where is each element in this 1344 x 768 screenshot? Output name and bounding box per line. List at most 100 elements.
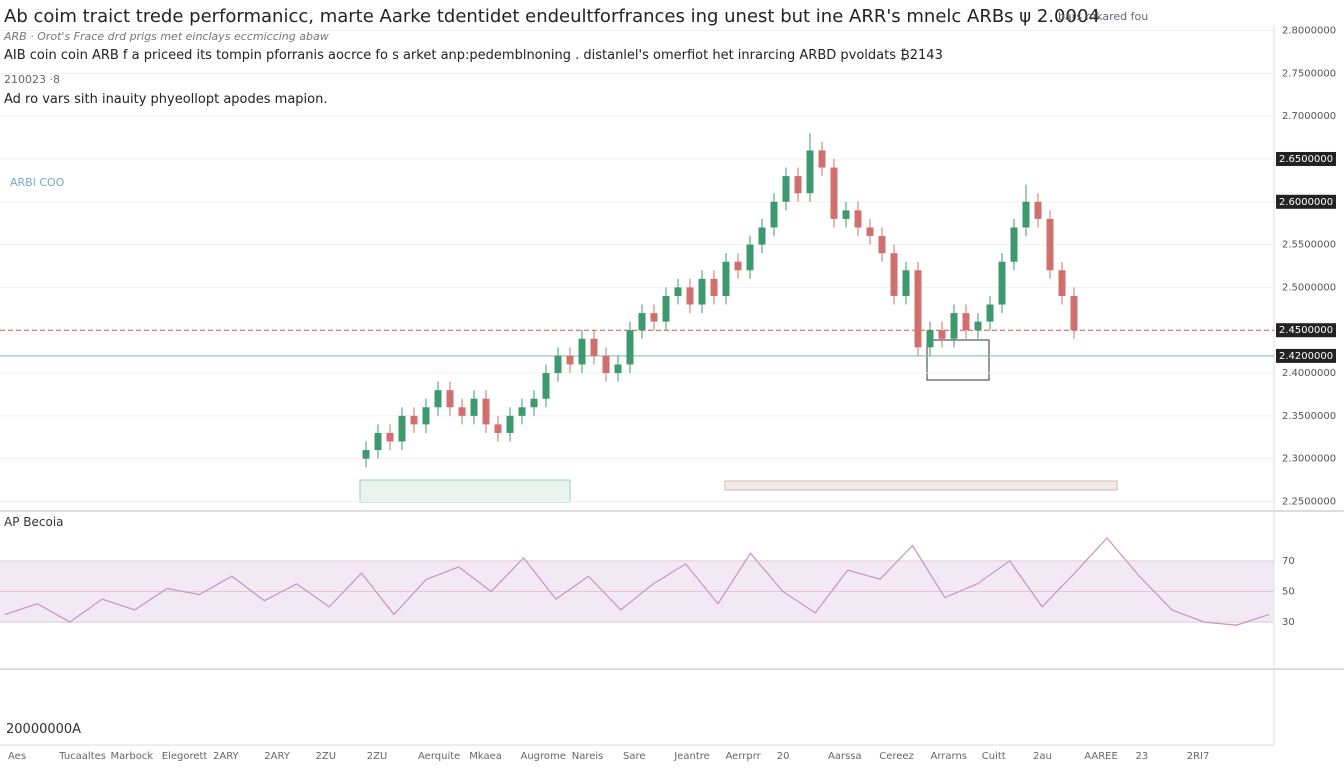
note: Ad ro vars sith inauity phyeollopt apode… (4, 92, 328, 107)
y-tick-label: 2.7500000 (1282, 68, 1336, 79)
x-tick-label: 20 (777, 751, 790, 762)
price-tag: 2.6500000 (1279, 154, 1333, 165)
x-tick-label: 2RI7 (1187, 751, 1210, 762)
candle-body (1022, 201, 1030, 228)
candle-body (458, 407, 466, 416)
y-tick-label: 2.4000000 (1282, 368, 1336, 379)
candle-body (566, 355, 574, 365)
bottom-left: 20000000A (6, 722, 82, 737)
candle-body (938, 330, 946, 339)
candle-body (746, 244, 754, 271)
candle-body (962, 313, 970, 331)
candle-body (578, 338, 586, 365)
x-tick-label: Cuitt (982, 751, 1006, 762)
x-tick-label: AAREE (1084, 751, 1118, 762)
y-tick-label: 2.5500000 (1282, 240, 1336, 251)
x-tick-label: Tucaaltes (58, 751, 106, 762)
x-tick-label: 23 (1136, 751, 1149, 762)
y-tick-label: 2.7000000 (1282, 111, 1336, 122)
candle-body (542, 373, 550, 399)
candle-body (698, 278, 706, 305)
x-tick-label: 2ZU (316, 751, 337, 762)
x-tick-label: Cereez (879, 751, 914, 762)
candle-body (626, 330, 634, 365)
candle-body (506, 415, 514, 433)
candle-body (374, 432, 382, 451)
x-tick-label: Jeantre (673, 751, 710, 762)
x-tick-label: Arrarns (931, 751, 968, 762)
stamp: 210023 ·8 (4, 73, 60, 86)
candle-body (842, 210, 850, 219)
candle-body (866, 227, 874, 237)
volume-strip (724, 480, 1118, 491)
x-tick-label: Elegorett (162, 751, 208, 762)
x-tick-label: 2ARY (213, 751, 240, 762)
annotation-box (926, 339, 990, 381)
candle-body (686, 287, 694, 305)
candle-body (734, 261, 742, 271)
candle-body (770, 201, 778, 228)
price-tag-bg (1276, 194, 1336, 209)
candle-body (1034, 201, 1042, 219)
candle-body (986, 304, 994, 322)
candle-body (386, 432, 394, 442)
price-tag: 2.4200000 (1279, 351, 1333, 362)
candle-body (638, 313, 646, 331)
price-tag: 2.4500000 (1279, 325, 1333, 336)
x-tick-label: 2au (1033, 751, 1052, 762)
y-tick-label: 2.3000000 (1282, 454, 1336, 465)
candle-body (482, 398, 490, 425)
y-tick-label: 2.3500000 (1282, 411, 1336, 422)
candle-body (830, 167, 838, 219)
candle-body (1046, 218, 1054, 271)
candle-body (530, 398, 538, 408)
candle-body (614, 364, 622, 374)
candle-body (494, 424, 502, 433)
candle-body (662, 295, 670, 322)
candle-body (758, 227, 766, 245)
y-tick-label: 2.8000000 (1282, 26, 1336, 37)
candle-body (890, 253, 898, 296)
x-tick-label: Aarssa (828, 751, 862, 762)
candle-body (950, 313, 958, 339)
candle-body (434, 390, 442, 408)
price-tag-bg (1276, 323, 1336, 338)
osc-tick-label: 30 (1282, 617, 1295, 628)
candle-body (914, 270, 922, 348)
candle-body (590, 338, 598, 356)
candle-body (1058, 270, 1066, 296)
candle-body (674, 287, 682, 296)
volume-strip (359, 479, 571, 503)
candle-body (782, 176, 790, 202)
title: Ab coim traict trede performanicc, marte… (4, 6, 1100, 27)
candle-body (818, 150, 826, 168)
candle-body (518, 407, 526, 416)
candle-body (398, 415, 406, 442)
candle-body (422, 407, 430, 425)
candle-body (974, 321, 982, 331)
osc-tick-label: 50 (1282, 587, 1295, 598)
candle-body (446, 390, 454, 408)
candle-body (1010, 227, 1018, 262)
x-tick-label: Nareis (572, 751, 604, 762)
price-tag-bg (1276, 151, 1336, 166)
candle-body (854, 210, 862, 228)
legend-line: ARB · Orot's Frace drd prigs met einclay… (4, 30, 329, 43)
candle-body (998, 261, 1006, 305)
candle-body (362, 450, 370, 459)
x-tick-label: Aerquite (418, 751, 460, 762)
x-tick-label: Aerrprr (726, 751, 762, 762)
x-tick-label: Aes (8, 751, 26, 762)
candle-body (722, 261, 730, 296)
price-tag: 2.6000000 (1279, 197, 1333, 208)
osc-line (4, 536, 1270, 626)
x-tick-label: 2ZU (367, 751, 388, 762)
candle-body (806, 150, 814, 194)
candle-body (602, 355, 610, 374)
y-tick-label: 2.5000000 (1282, 282, 1336, 293)
top-right: bars mkared fou (1058, 10, 1149, 23)
candle-body (650, 313, 658, 322)
candle-body (710, 278, 718, 296)
